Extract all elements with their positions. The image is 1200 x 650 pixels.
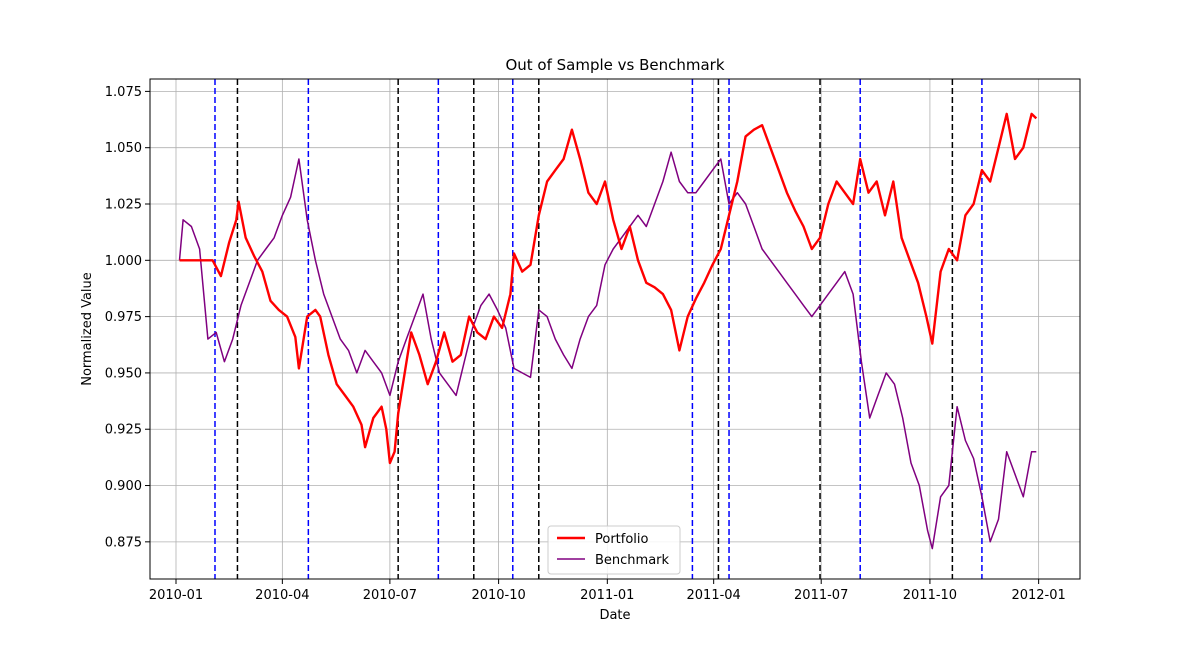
- x-tick-label: 2011-10: [903, 588, 957, 603]
- y-tick-label: 1.075: [105, 85, 142, 100]
- x-tick-label: 2011-07: [794, 588, 848, 603]
- series-lines: [178, 112, 1038, 550]
- y-tick-label: 1.025: [105, 198, 142, 213]
- x-tick-label: 2010-04: [255, 588, 309, 603]
- y-tick-label: 1.050: [105, 141, 142, 156]
- y-tick-label: 0.950: [105, 366, 142, 381]
- x-axis: 2010-01 2010-04 2010-07 2010-10 2011-01 2011-…: [149, 579, 1066, 603]
- chart-title: Out of Sample vs Benchmark: [505, 56, 724, 74]
- x-tick-label: 2012-01: [1011, 588, 1065, 603]
- y-tick-label: 0.975: [105, 310, 142, 325]
- x-tick-label: 2011-04: [687, 588, 741, 603]
- series-line-portfolio: [179, 112, 1038, 465]
- series-line-benchmark: [178, 151, 1037, 550]
- legend: Portfolio Benchmark: [547, 525, 681, 575]
- y-tick-label: 0.925: [105, 423, 142, 438]
- y-tick-label: 0.900: [105, 479, 142, 494]
- x-tick-label: 2010-07: [363, 588, 417, 603]
- y-axis-label: Normalized Value: [80, 272, 95, 386]
- plot-frame: [149, 78, 1081, 580]
- x-tick-label: 2010-10: [471, 588, 525, 603]
- y-tick-label: 0.875: [105, 535, 142, 550]
- x-tick-label: 2010-01: [149, 588, 203, 603]
- x-axis-label: Date: [599, 608, 630, 623]
- y-axis: 0.875 0.900 0.925 0.950 0.975 1.000 1.025 1.050…: [105, 85, 150, 550]
- legend-label-portfolio: Portfolio: [595, 532, 649, 547]
- x-tick-label: 2011-01: [580, 588, 634, 603]
- y-tick-label: 1.000: [105, 254, 142, 269]
- legend-label-benchmark: Benchmark: [595, 553, 670, 568]
